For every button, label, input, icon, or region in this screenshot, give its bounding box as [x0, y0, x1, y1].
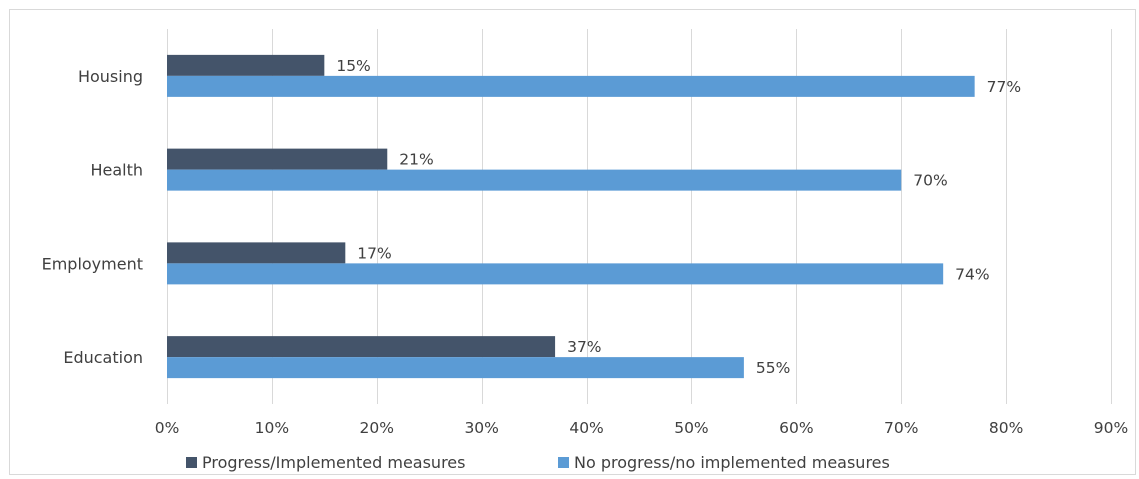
data-label: 37% — [567, 338, 601, 356]
legend: Progress/Implemented measures No progress… — [186, 453, 890, 472]
legend-label: Progress/Implemented measures — [202, 453, 465, 472]
bar — [167, 75, 975, 97]
x-tick-label: 40% — [569, 419, 603, 437]
category-label: Housing — [78, 67, 143, 86]
x-tick-label: 20% — [360, 419, 394, 437]
x-tick-labels: 0% 10% 20% 30% 40% 50% 60% 70% 80% 90% — [155, 419, 1129, 437]
data-label: 21% — [399, 151, 433, 169]
bar — [167, 169, 902, 191]
category-label: Employment — [42, 254, 143, 273]
bar — [167, 242, 346, 264]
x-tick-label: 70% — [884, 419, 918, 437]
x-tick-label: 90% — [1094, 419, 1128, 437]
category-label: Education — [63, 348, 143, 367]
bar — [167, 148, 388, 170]
legend-swatch — [186, 457, 197, 468]
chart-frame — [9, 9, 1136, 475]
x-tick-label: 30% — [464, 419, 498, 437]
data-label: 15% — [336, 57, 370, 75]
data-label: 77% — [987, 78, 1021, 96]
x-tick-label: 80% — [989, 419, 1023, 437]
category-label: Health — [90, 161, 143, 180]
bar — [167, 263, 944, 285]
x-tick-label: 0% — [155, 419, 180, 437]
bar — [167, 336, 556, 358]
bars — [167, 54, 975, 379]
bar — [167, 54, 325, 76]
legend-swatch — [558, 457, 569, 468]
x-tick-label: 10% — [255, 419, 289, 437]
legend-label: No progress/no implemented measures — [574, 453, 890, 472]
bar — [167, 357, 744, 379]
x-tick-label: 60% — [779, 419, 813, 437]
data-label: 55% — [756, 359, 790, 377]
data-label: 70% — [913, 172, 947, 190]
category-labels: Housing Health Employment Education — [42, 67, 143, 367]
data-label: 17% — [357, 244, 391, 262]
x-tick-label: 50% — [674, 419, 708, 437]
data-label: 74% — [955, 265, 989, 283]
data-labels: 15% 77% 21% 70% 17% 74% 37% 55% — [336, 57, 1021, 377]
